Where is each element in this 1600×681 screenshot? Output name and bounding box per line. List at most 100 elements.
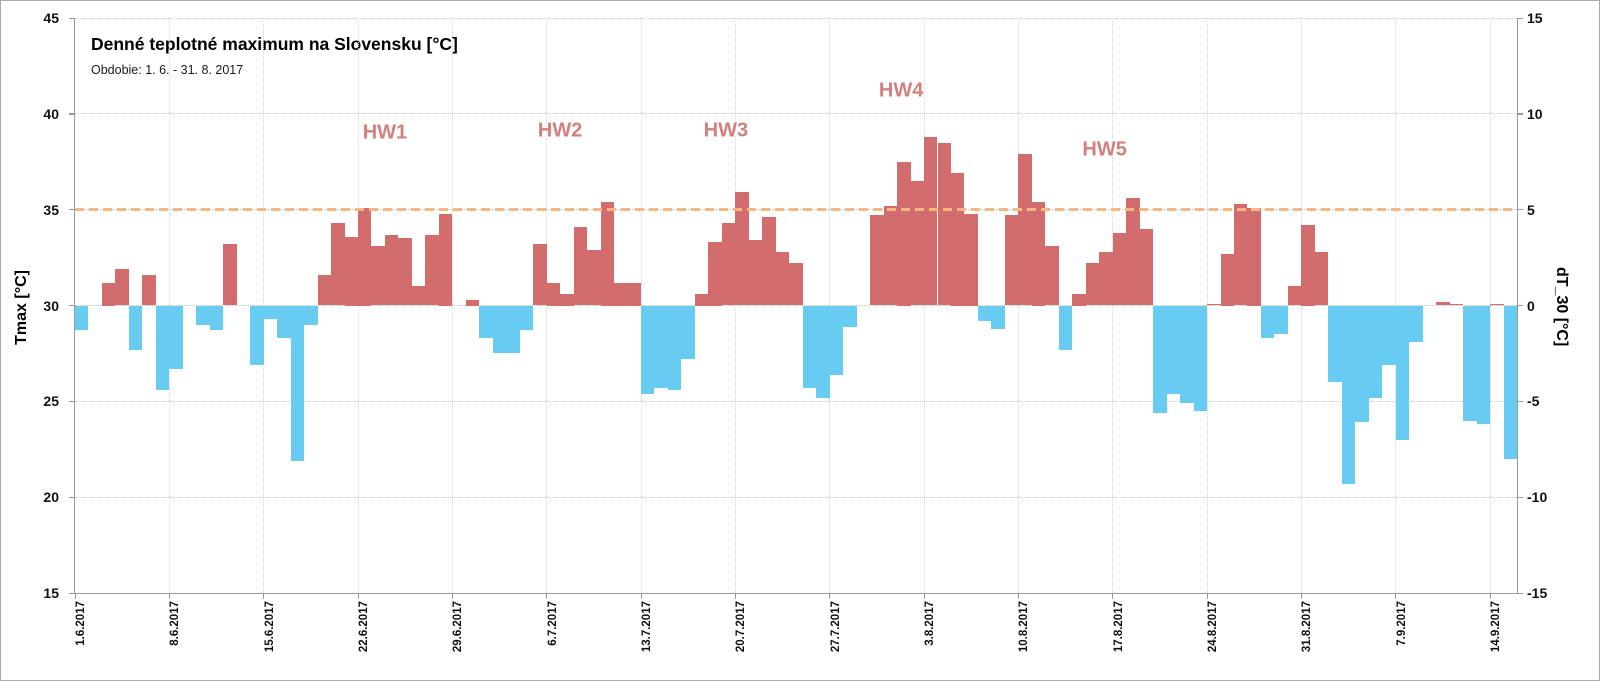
- bar-above-30: [142, 274, 156, 306]
- bar-above-30: [789, 263, 803, 306]
- bar-above-30: [924, 136, 938, 306]
- bar-above-30: [1287, 286, 1302, 306]
- bar-above-30: [937, 142, 951, 306]
- bar-above-30: [1004, 215, 1019, 306]
- y-axis-left-tick-label: 30: [43, 297, 59, 314]
- bar-below-30: [1395, 305, 1410, 440]
- bar-above-30: [1072, 294, 1086, 306]
- bar-above-30: [1139, 228, 1154, 306]
- bar-below-30: [991, 305, 1005, 329]
- bar-above-30: [762, 217, 776, 306]
- bar-above-30: [950, 173, 965, 306]
- bar-above-30: [721, 223, 736, 306]
- bar-above-30: [344, 236, 358, 306]
- bar-below-30: [290, 305, 305, 461]
- gridline-horizontal: [75, 305, 1517, 306]
- x-axis-tick: [168, 593, 171, 599]
- bar-above-30: [870, 215, 884, 306]
- bar-above-30: [964, 213, 978, 306]
- bar-below-30: [1409, 305, 1423, 342]
- bar-above-30: [708, 242, 722, 306]
- y-axis-left-tick-label: 25: [43, 393, 59, 410]
- bar-above-30: [883, 205, 898, 306]
- gridline-horizontal: [75, 17, 1517, 19]
- bar-above-30: [627, 282, 641, 306]
- bar-above-30: [694, 294, 709, 306]
- y-axis-right-tick-label: -10: [1527, 489, 1548, 506]
- x-axis-tick: [357, 593, 359, 599]
- bar-above-30: [1220, 253, 1234, 306]
- bar-below-30: [1355, 305, 1369, 423]
- x-axis-date-label: 27.7.2017: [829, 601, 842, 653]
- bar-above-30: [317, 274, 332, 306]
- bar-below-30: [1274, 305, 1288, 335]
- bar-below-30: [196, 305, 210, 325]
- y-axis-right-tick-label: 5: [1527, 201, 1535, 218]
- bar-above-30: [1233, 203, 1248, 306]
- bar-below-30: [277, 305, 291, 339]
- bar-below-30: [977, 305, 992, 321]
- bar-below-30: [1260, 305, 1275, 339]
- y-axis-left-tick: [69, 496, 75, 498]
- bar-below-30: [1166, 305, 1181, 394]
- y-axis-right-tick-label: -15: [1527, 585, 1548, 601]
- y-axis-right-tick: [1517, 592, 1523, 594]
- bar-above-30: [910, 180, 925, 306]
- bar-above-30: [748, 240, 763, 306]
- x-axis-tick: [1395, 593, 1397, 599]
- bar-above-30: [600, 202, 615, 306]
- bar-below-30: [681, 305, 695, 360]
- bar-above-30: [115, 269, 129, 306]
- bar-below-30: [1463, 305, 1477, 421]
- x-axis-date-label: 24.8.2017: [1207, 601, 1220, 653]
- y-axis-right-tick-label: 0: [1527, 297, 1535, 314]
- bar-below-30: [506, 305, 520, 354]
- bar-above-30: [465, 299, 480, 306]
- heatwave-label: HW2: [537, 119, 583, 142]
- x-axis-date-label: 14.9.2017: [1490, 601, 1503, 653]
- bar-above-30: [371, 246, 385, 306]
- bar-above-30: [1301, 225, 1315, 306]
- y-axis-left-tick-label: 40: [43, 105, 59, 122]
- y-axis-right-tick: [1517, 496, 1523, 498]
- gridline-vertical: [1206, 18, 1208, 593]
- y-axis-right-tick-label: 10: [1527, 105, 1543, 122]
- bar-above-30: [775, 251, 790, 306]
- y-axis-left-tick: [69, 592, 75, 594]
- bar-below-30: [155, 305, 170, 390]
- y-axis-left-tick: [69, 305, 75, 307]
- bar-below-30: [843, 305, 857, 327]
- x-axis-tick: [923, 593, 925, 599]
- bar-below-30: [1476, 305, 1491, 425]
- x-axis-tick: [1017, 593, 1020, 599]
- bar-below-30: [1180, 305, 1194, 404]
- bar-above-30: [560, 294, 574, 306]
- bar-below-30: [209, 305, 224, 331]
- bar-above-30: [533, 244, 547, 306]
- bar-below-30: [169, 305, 183, 369]
- gridline-vertical: [1489, 18, 1491, 593]
- y-axis-left-tick: [69, 113, 75, 115]
- y-axis-right-tick: [1517, 400, 1523, 403]
- bar-below-30: [816, 305, 830, 398]
- bar-above-30: [1018, 154, 1032, 306]
- bar-below-30: [479, 305, 493, 339]
- bar-above-30: [587, 249, 601, 306]
- y-axis-left-tick: [69, 17, 75, 19]
- heatwave-label: HW1: [362, 121, 408, 144]
- y-axis-right-tick-label: -5: [1527, 393, 1540, 410]
- heatwave-label: HW5: [1082, 138, 1127, 161]
- x-axis-date-label: 13.7.2017: [641, 601, 654, 653]
- x-axis-line: [74, 592, 1518, 594]
- bar-above-30: [223, 244, 237, 306]
- bar-above-30: [438, 213, 453, 306]
- bar-above-30: [1490, 303, 1504, 306]
- bar-below-30: [641, 305, 655, 394]
- y-axis-left-tick-label: 45: [43, 10, 59, 26]
- bar-below-30: [492, 305, 507, 354]
- bar-above-30: [425, 234, 439, 306]
- x-axis-date-label: 6.7.2017: [546, 601, 559, 646]
- bar-above-30: [1436, 301, 1450, 306]
- bar-above-30: [358, 207, 372, 306]
- bar-below-30: [1058, 305, 1073, 350]
